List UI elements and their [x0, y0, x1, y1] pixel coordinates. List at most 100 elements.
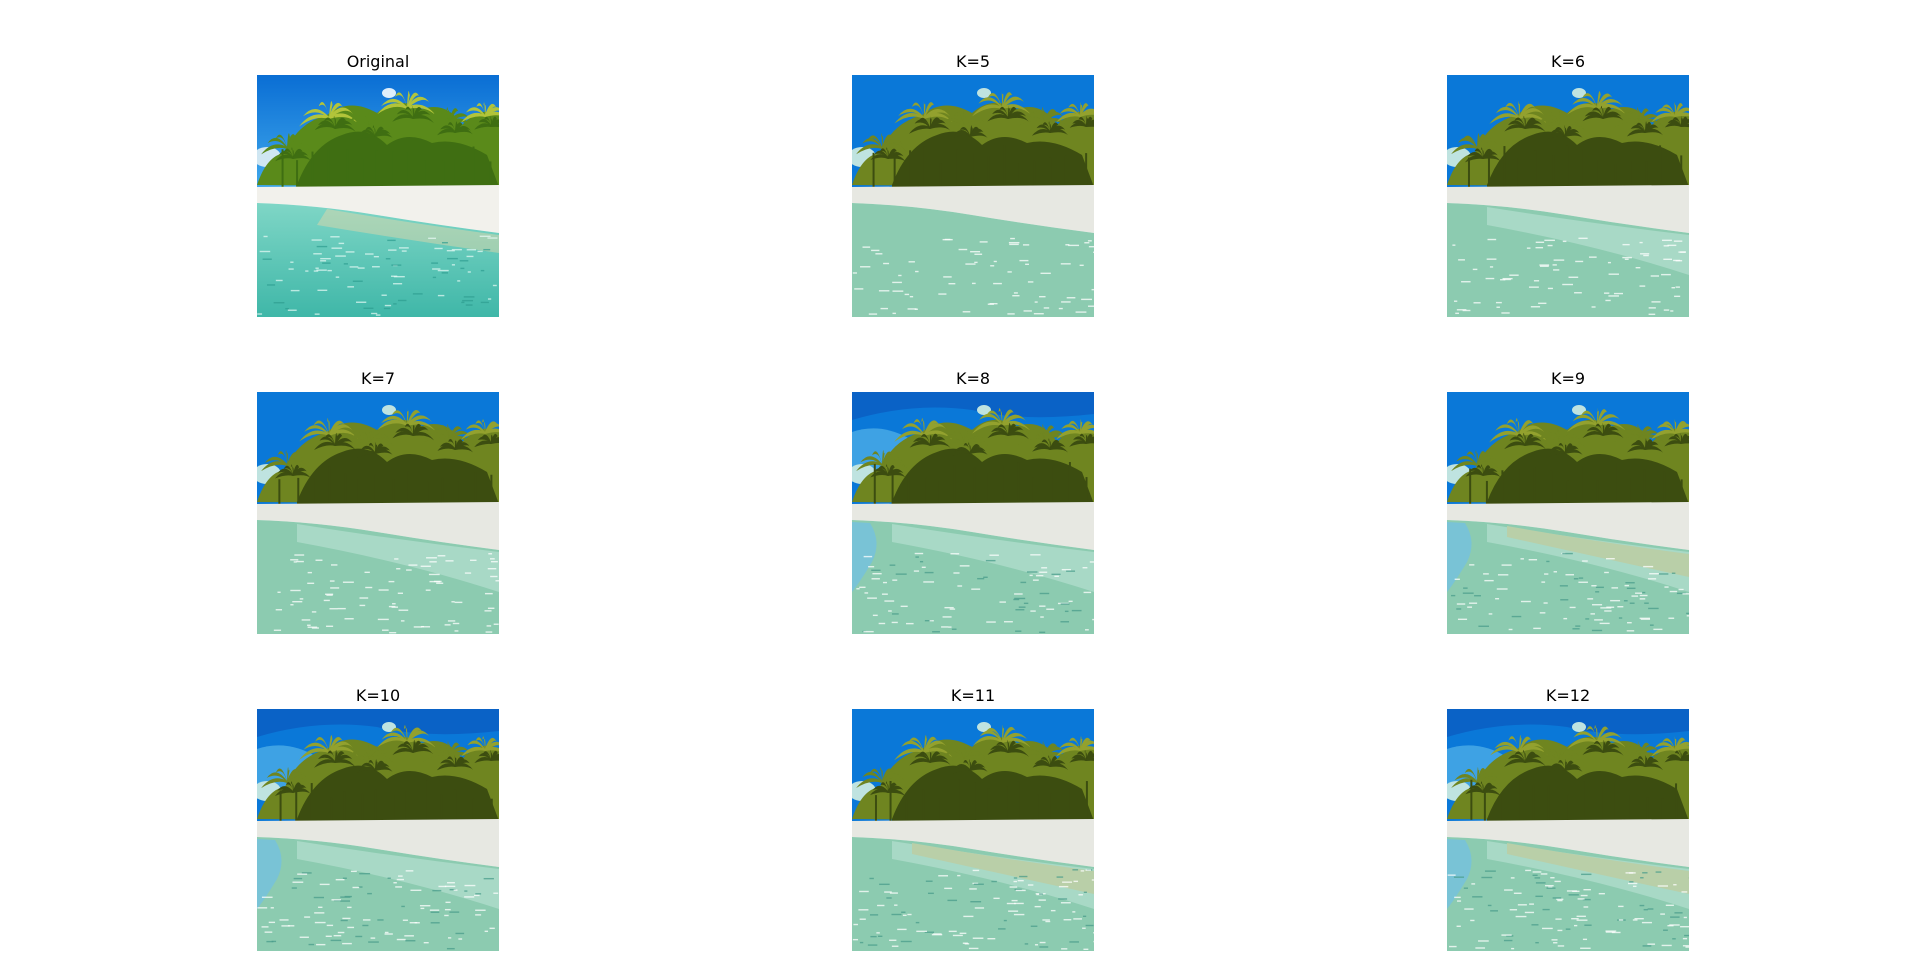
- ripple: [1643, 908, 1648, 911]
- ripple: [464, 572, 472, 574]
- palm-frond: [315, 736, 329, 753]
- ripple: [1007, 271, 1012, 273]
- palm-frond: [1002, 725, 1005, 743]
- ripple: [1569, 606, 1576, 609]
- palm-frond: [1034, 760, 1050, 767]
- ripple: [1599, 622, 1610, 625]
- ripple: [385, 258, 391, 260]
- ripple: [1672, 938, 1676, 940]
- palm-frond: [329, 429, 359, 440]
- cloud: [382, 88, 396, 98]
- palm-frond: [1536, 117, 1559, 127]
- ripple: [1039, 592, 1050, 595]
- ripple: [454, 630, 459, 632]
- ripple: [292, 600, 303, 603]
- ripple: [923, 581, 935, 583]
- ripple: [290, 604, 294, 606]
- palm-frond: [1048, 121, 1051, 133]
- palm-frond: [1050, 128, 1068, 136]
- ripple: [381, 294, 387, 296]
- palm-frond: [987, 93, 1002, 109]
- panel-title: K=9: [1550, 369, 1586, 388]
- water-blue: [257, 839, 282, 909]
- ripple: [1543, 602, 1548, 604]
- palm-frond: [929, 432, 932, 446]
- ripple: [944, 238, 951, 241]
- ripple: [392, 603, 396, 605]
- water-ripples: [856, 552, 1094, 634]
- ripple: [1553, 269, 1560, 271]
- palm-frond: [1603, 748, 1624, 756]
- palm-frond: [924, 102, 935, 119]
- palm-frond: [369, 434, 391, 444]
- palm-frond: [1626, 445, 1645, 453]
- panel-k9: K=9: [1447, 368, 1689, 643]
- ripple: [1511, 947, 1515, 950]
- palm-frond: [1567, 737, 1597, 750]
- palm-trunk: [442, 160, 445, 201]
- beach-image: [852, 75, 1094, 317]
- palm-trunk: [1503, 146, 1506, 187]
- palm-frond: [1559, 111, 1561, 127]
- ripple: [1069, 941, 1079, 943]
- palm-trunk: [1067, 788, 1070, 829]
- ripple: [294, 554, 305, 556]
- palm-frond: [277, 468, 293, 476]
- sand: [257, 502, 499, 550]
- palm-frond: [1651, 112, 1675, 123]
- palm-frond: [979, 730, 1002, 743]
- ripple: [1673, 240, 1683, 242]
- ripple: [287, 309, 297, 311]
- palm-frond: [440, 759, 455, 767]
- palm-frond: [449, 746, 470, 757]
- ripple: [1027, 884, 1034, 886]
- palm-frond: [368, 111, 371, 127]
- palm-frond: [862, 138, 882, 149]
- ripple: [1087, 240, 1092, 242]
- ripple: [1559, 585, 1568, 587]
- tree-line: [1447, 91, 1689, 204]
- palm-frond: [413, 106, 423, 119]
- palm-frond: [1597, 91, 1601, 109]
- palm-frond: [356, 450, 375, 458]
- ripple: [273, 629, 282, 631]
- palm-frond: [1602, 422, 1605, 436]
- palm-frond: [882, 138, 903, 149]
- ripple: [316, 943, 326, 946]
- palm-frond: [482, 419, 486, 434]
- ripple: [987, 303, 994, 305]
- ripple: [1092, 618, 1094, 621]
- ripple: [884, 600, 895, 602]
- ripple: [1083, 891, 1087, 894]
- ripple: [423, 941, 429, 944]
- palm-frond: [1582, 747, 1603, 755]
- ripple: [1472, 896, 1483, 898]
- ripple: [441, 242, 448, 244]
- ripple: [1063, 919, 1072, 921]
- shallow-sand: [317, 209, 499, 253]
- palm-frond: [439, 442, 455, 450]
- ripple: [393, 275, 405, 278]
- ripple: [470, 559, 477, 562]
- ripple: [1594, 619, 1603, 621]
- palm-frond: [481, 434, 491, 444]
- ripple: [1539, 265, 1549, 267]
- ripple: [1486, 258, 1497, 260]
- palm-trunk: [1547, 785, 1550, 826]
- ripple: [445, 560, 454, 562]
- ripple: [1557, 929, 1563, 932]
- palm-frond: [1044, 743, 1058, 757]
- palm-frond: [930, 115, 932, 129]
- palm-trunk: [1534, 150, 1537, 191]
- palm-frond: [369, 749, 389, 761]
- ripple: [913, 570, 920, 572]
- ripple: [489, 927, 495, 930]
- palm-frond: [343, 756, 369, 767]
- palm-frond: [1044, 751, 1070, 762]
- palm-frond: [413, 422, 415, 436]
- palm-frond: [1625, 426, 1639, 440]
- ripple: [1475, 947, 1486, 949]
- ripple: [932, 631, 940, 633]
- ripple: [1573, 578, 1579, 580]
- ripple: [891, 613, 899, 615]
